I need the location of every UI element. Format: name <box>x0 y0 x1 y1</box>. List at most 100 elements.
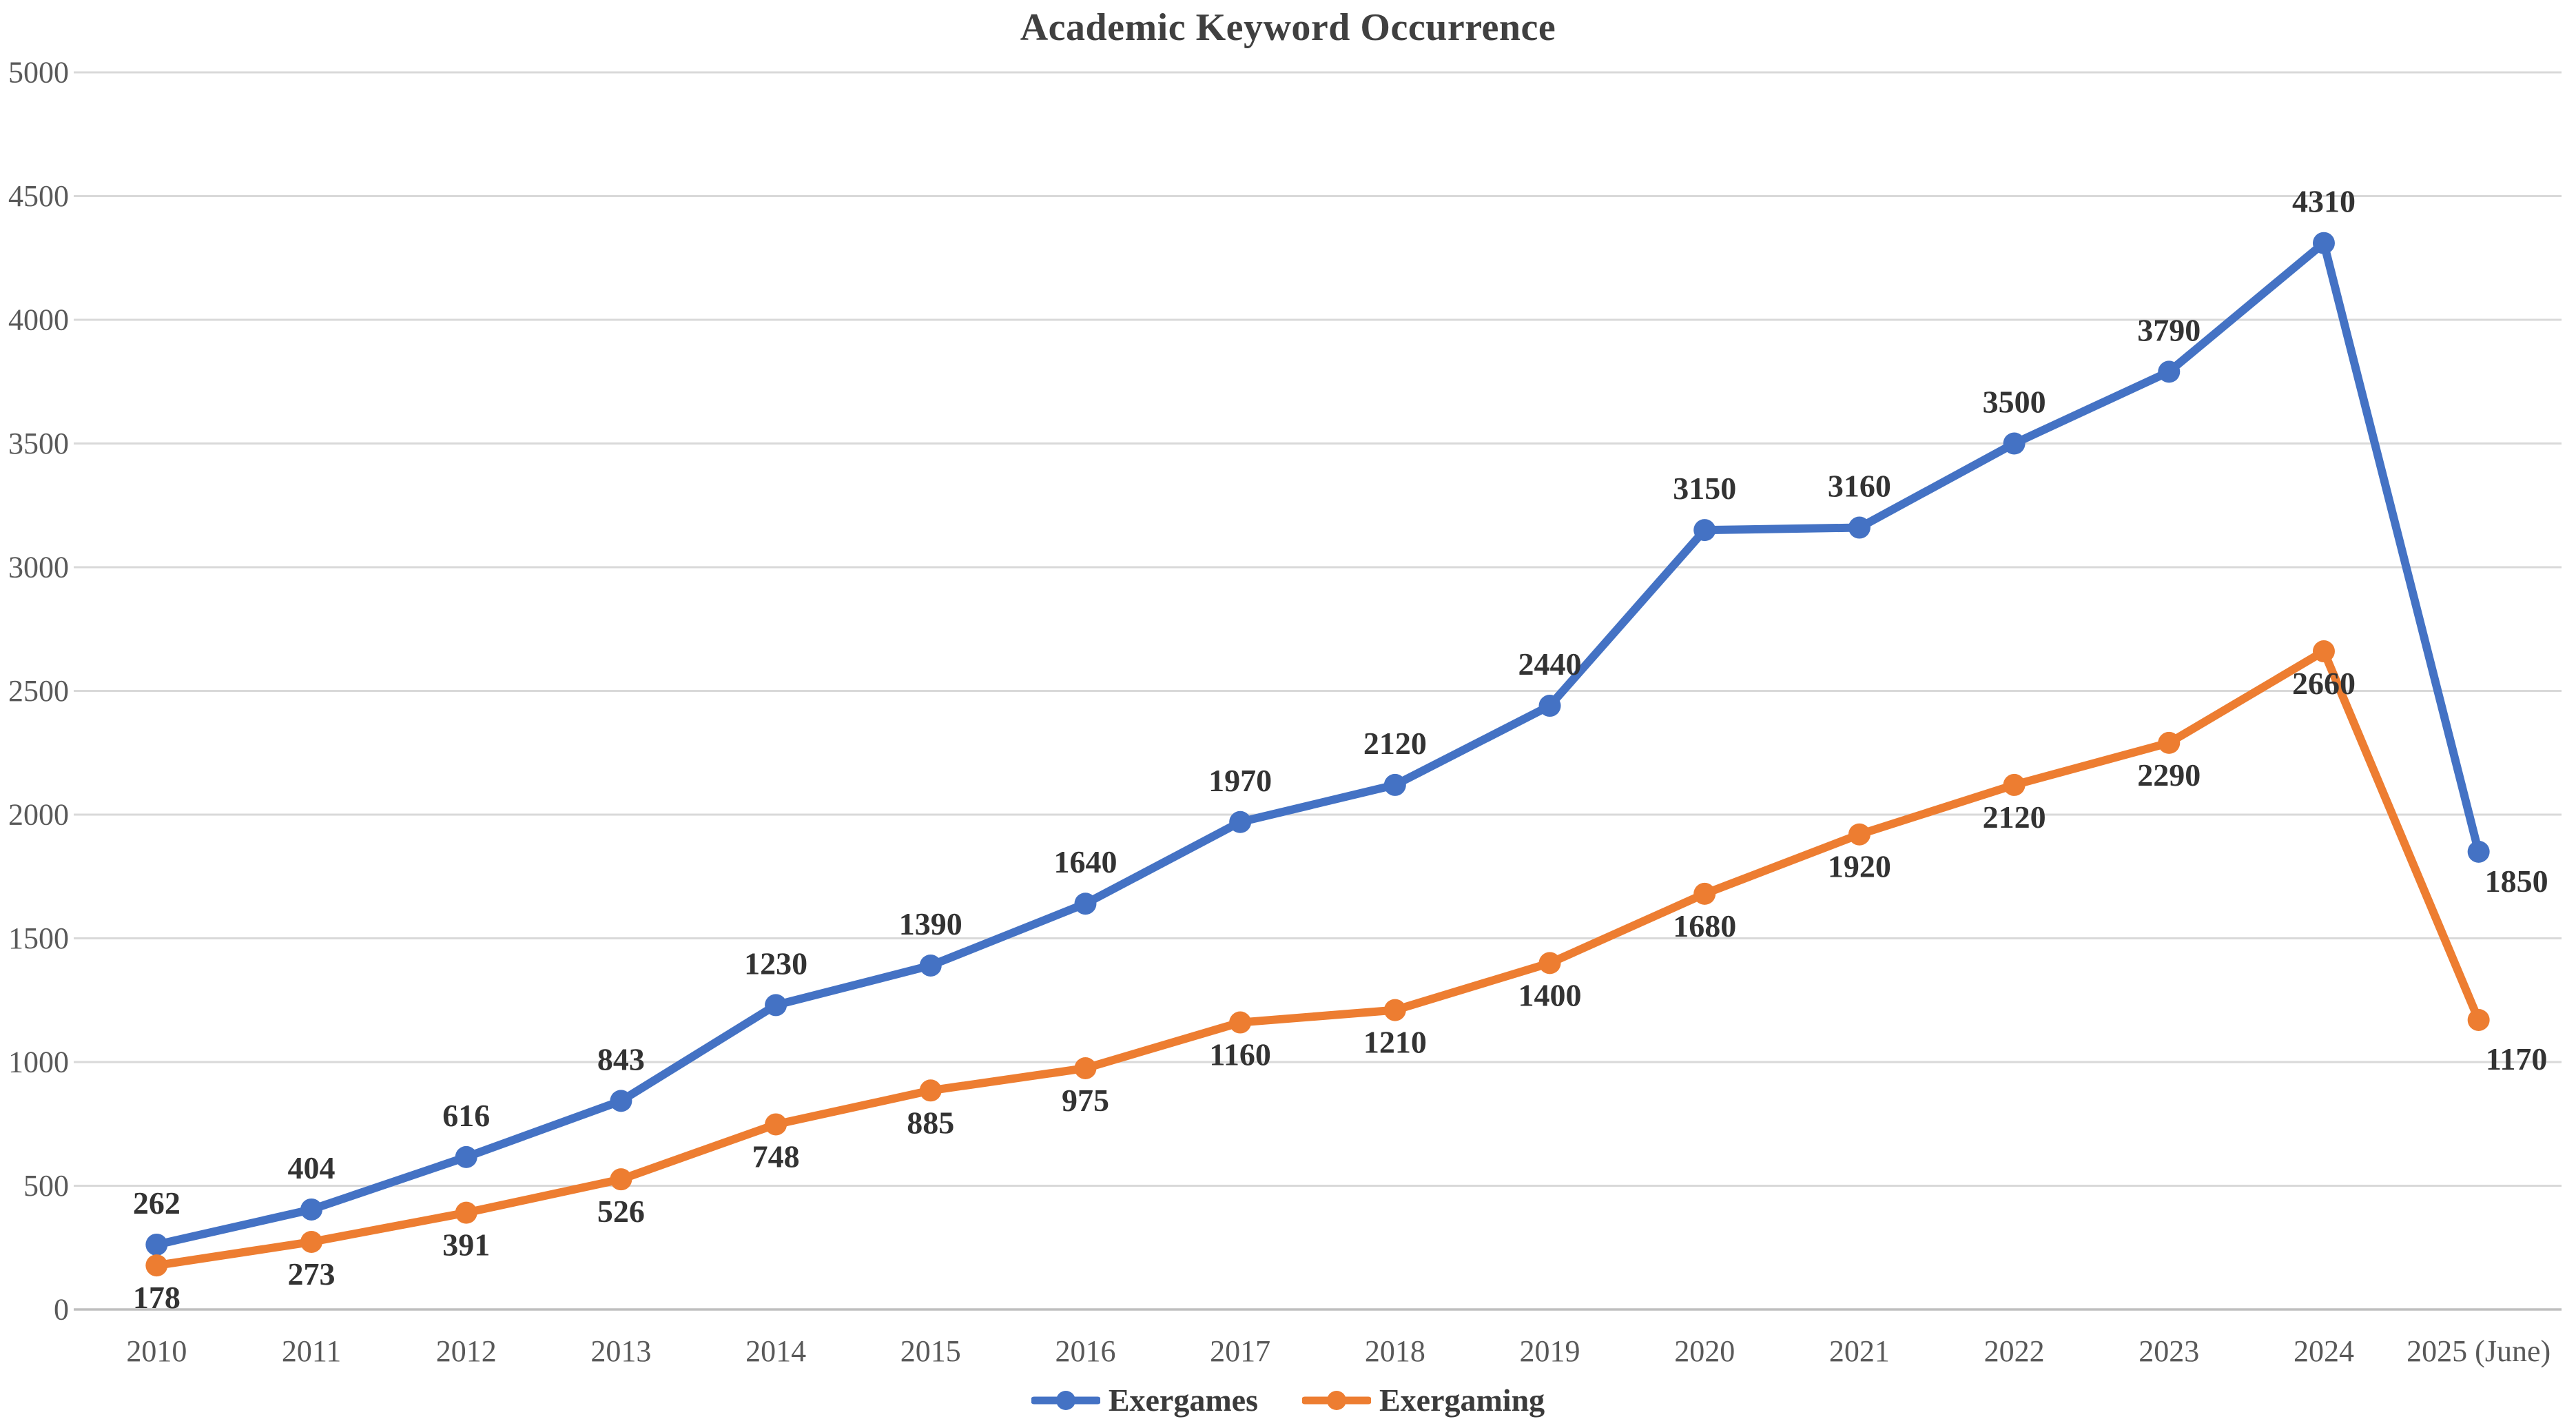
data-point-label: 1680 <box>1673 908 1736 943</box>
x-tick-label: 2019 <box>1520 1334 1580 1368</box>
x-tick-label: 2013 <box>590 1334 651 1368</box>
y-tick-label: 3000 <box>8 551 69 584</box>
x-tick-label: 2010 <box>126 1334 187 1368</box>
data-point-marker <box>1229 1011 1252 1034</box>
data-point-label: 1170 <box>2486 1041 2547 1077</box>
y-tick-label: 1500 <box>8 921 69 955</box>
y-tick-label: 1000 <box>8 1046 69 1079</box>
data-point-marker <box>145 1254 168 1277</box>
data-point-marker <box>765 994 787 1017</box>
data-point-marker <box>1383 999 1406 1021</box>
data-point-label: 748 <box>752 1139 800 1174</box>
data-point-label: 404 <box>288 1150 336 1185</box>
legend-label-exergames: Exergames <box>1108 1383 1258 1418</box>
data-point-marker <box>2158 360 2181 383</box>
series-line-exergaming <box>152 647 2483 1270</box>
data-point-marker <box>2467 840 2490 863</box>
data-point-label: 1160 <box>1209 1037 1270 1072</box>
y-tick-label: 2500 <box>8 674 69 708</box>
data-point-label: 2440 <box>1518 646 1582 682</box>
y-tick-label: 3500 <box>8 427 69 460</box>
x-tick-label: 2016 <box>1055 1334 1115 1368</box>
data-point-marker <box>145 1233 168 1256</box>
legend-marker-exergames <box>1031 1390 1100 1410</box>
data-point-label: 3150 <box>1673 471 1736 506</box>
data-point-marker <box>2467 1008 2490 1031</box>
data-point-marker <box>610 1168 632 1191</box>
data-point-label: 3160 <box>1828 469 1891 504</box>
x-tick-label: 2011 <box>282 1334 341 1368</box>
x-tick-label: 2023 <box>2139 1334 2199 1368</box>
y-tick-label: 4000 <box>8 303 69 337</box>
legend-marker-exergaming <box>1301 1390 1371 1410</box>
data-point-marker <box>765 1113 787 1136</box>
data-point-marker <box>1538 695 1561 717</box>
y-axis-labels: 0 500 1000 1500 2000 2500 3000 3500 4000 4500 5000 <box>8 56 69 1327</box>
data-point-marker <box>1229 810 1252 833</box>
data-point-marker <box>2312 640 2335 663</box>
x-tick-label: 2021 <box>1829 1334 1890 1368</box>
data-point-marker <box>919 954 942 977</box>
data-point-label: 1210 <box>1363 1025 1427 1060</box>
data-point-label: 1920 <box>1828 849 1891 884</box>
data-point-label: 2120 <box>1983 799 2046 835</box>
data-point-marker <box>2003 773 2026 796</box>
data-point-label: 885 <box>907 1105 954 1140</box>
gridlines-layer <box>74 71 2562 1311</box>
data-point-label: 1390 <box>899 906 962 941</box>
data-point-label: 3500 <box>1983 385 2046 420</box>
data-point-label: 1230 <box>744 946 807 981</box>
data-point-label: 1850 <box>2485 864 2548 899</box>
data-point-marker <box>1693 519 1716 542</box>
y-tick-label: 0 <box>54 1293 69 1327</box>
x-tick-label: 2020 <box>1674 1334 1735 1368</box>
chart-title: Academic Keyword Occurrence <box>1020 6 1556 49</box>
data-point-marker <box>1848 823 1871 846</box>
data-point-label: 178 <box>133 1280 181 1315</box>
data-point-label: 4310 <box>2292 184 2356 219</box>
x-tick-label: 2015 <box>900 1334 961 1368</box>
data-point-label: 2290 <box>2137 757 2201 793</box>
x-tick-label: 2018 <box>1365 1334 1425 1368</box>
data-point-label: 1640 <box>1053 844 1117 879</box>
y-tick-label: 500 <box>23 1169 69 1203</box>
legend-item-exergaming: Exergaming <box>1301 1382 1545 1418</box>
data-point-label: 391 <box>442 1227 490 1263</box>
legend-item-exergames: Exergames <box>1031 1382 1258 1418</box>
data-point-marker <box>1848 516 1871 539</box>
series-line-exergames <box>152 238 2483 1249</box>
data-point-marker <box>455 1145 477 1168</box>
data-point-label: 262 <box>133 1185 181 1221</box>
data-point-marker <box>1383 773 1406 796</box>
legend: Exergames Exergaming <box>0 1382 2576 1418</box>
y-tick-label: 4500 <box>8 179 69 213</box>
data-point-label: 843 <box>597 1041 645 1077</box>
data-point-marker <box>2158 731 2181 754</box>
data-point-label: 616 <box>442 1098 490 1133</box>
data-point-marker <box>2003 432 2026 455</box>
data-point-marker <box>2312 232 2335 254</box>
x-tick-label: 2025 (June) <box>2407 1334 2551 1368</box>
data-point-label: 2120 <box>1363 726 1427 761</box>
series-layer <box>145 232 2490 1277</box>
x-axis-labels: 2010 2011 2012 2013 2014 2015 2016 2017 2018 2019… <box>126 1334 2551 1368</box>
data-point-label: 1400 <box>1518 977 1582 1012</box>
data-point-marker <box>610 1090 632 1112</box>
data-point-marker <box>300 1198 323 1221</box>
x-tick-label: 2022 <box>1984 1334 2045 1368</box>
x-tick-label: 2012 <box>436 1334 497 1368</box>
data-point-marker <box>300 1230 323 1253</box>
x-tick-label: 2017 <box>1210 1334 1270 1368</box>
data-labels-layer: 262 404 616 843 1230 1390 1640 1970 2120 2440 3150… <box>133 184 2548 1315</box>
x-tick-label: 2014 <box>745 1334 806 1368</box>
data-point-marker <box>455 1201 477 1224</box>
data-point-label: 526 <box>597 1194 645 1229</box>
data-point-label: 2660 <box>2292 666 2356 701</box>
data-point-marker <box>1538 952 1561 975</box>
data-point-label: 273 <box>288 1256 336 1292</box>
x-tick-label: 2024 <box>2294 1334 2354 1368</box>
data-point-marker <box>1074 1057 1097 1079</box>
data-point-label: 3790 <box>2137 312 2201 347</box>
